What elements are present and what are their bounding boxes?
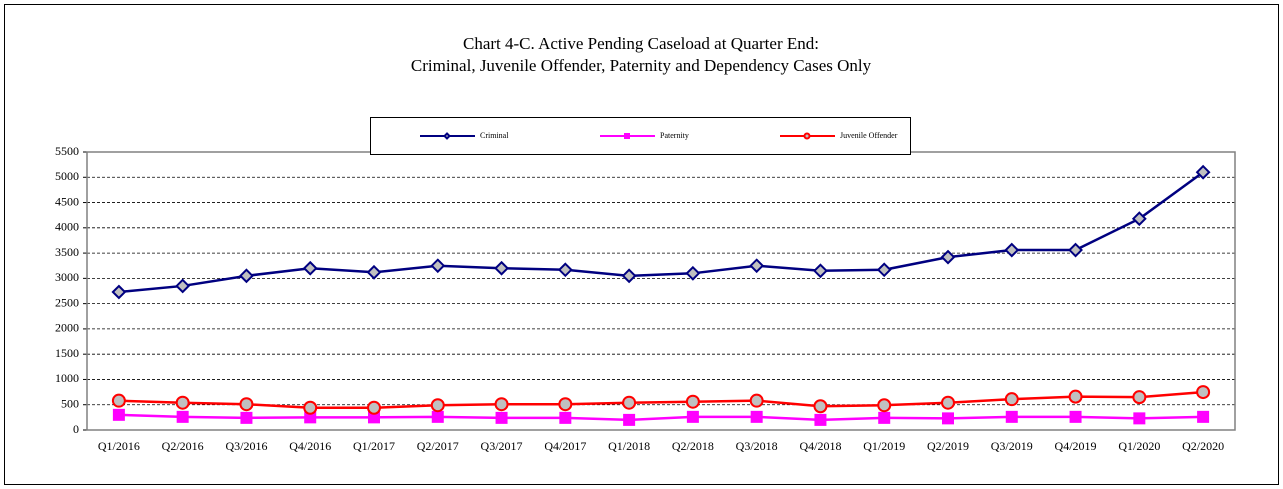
x-tick-label: Q4/2018 [799,439,841,453]
y-tick-label: 5500 [55,144,79,158]
marker [749,258,765,274]
y-tick-label: 3500 [55,245,79,259]
marker [940,249,956,265]
marker [876,262,892,278]
series-line [118,390,1204,410]
legend-marker [803,132,811,140]
marker [366,264,382,280]
y-tick-label: 500 [61,396,79,410]
y-tick-label: 4500 [55,194,79,208]
legend-label: Paternity [660,131,689,140]
marker [176,410,189,423]
marker [685,394,700,409]
marker [1133,412,1146,425]
x-tick-label: Q3/2018 [736,439,778,453]
x-tick-label: Q4/2016 [289,439,331,453]
legend-label: Criminal [480,131,509,140]
x-tick-label: Q1/2017 [353,439,395,453]
series-line [118,413,1204,422]
marker [494,260,509,276]
marker [941,395,955,410]
marker [1196,385,1211,400]
marker [175,278,191,294]
x-tick-label: Q3/2019 [991,439,1033,453]
chart-title: Chart 4-C. Active Pending Caseload at Qu… [463,34,819,53]
marker [112,408,125,421]
x-tick-label: Q1/2018 [608,439,650,453]
marker [239,397,254,412]
x-tick-label: Q1/2016 [98,439,140,453]
marker [1005,410,1018,423]
y-tick-label: 2500 [55,295,79,309]
x-tick-label: Q2/2020 [1182,439,1224,453]
marker [239,268,254,284]
x-tick-label: Q2/2018 [672,439,714,453]
y-tick-label: 3000 [55,270,79,284]
marker [1131,211,1147,227]
marker [814,413,827,426]
x-tick-label: Q2/2017 [417,439,459,453]
marker [559,411,572,424]
x-tick-label: Q3/2016 [225,439,267,453]
y-tick-label: 0 [73,422,79,436]
marker [877,398,892,413]
marker [1195,164,1211,180]
marker [878,411,891,424]
marker [813,399,828,414]
x-tick-label: Q2/2019 [927,439,969,453]
marker [494,397,509,412]
marker [813,263,828,279]
marker [1004,392,1019,407]
marker [240,411,253,424]
marker [621,268,637,284]
marker [431,410,444,423]
marker [623,413,636,426]
marker [1132,390,1147,405]
marker [557,262,573,278]
marker [622,395,637,410]
y-tick-label: 1500 [55,346,79,360]
marker [430,258,446,274]
marker [558,397,573,412]
y-tick-label: 2000 [55,321,79,335]
marker [495,411,508,424]
y-tick-label: 1000 [55,371,79,385]
x-tick-label: Q3/2017 [481,439,523,453]
marker [942,412,954,425]
y-tick-label: 4000 [55,220,79,234]
chart-subtitle: Criminal, Juvenile Offender, Paternity a… [411,56,872,75]
marker [1004,242,1020,258]
x-tick-label: Q1/2019 [863,439,905,453]
marker [685,265,701,281]
series-line [118,171,1204,294]
x-tick-label: Q1/2020 [1118,439,1160,453]
marker [111,284,127,300]
x-tick-label: Q4/2017 [544,439,586,453]
marker [750,410,763,423]
marker [367,400,381,415]
marker [175,395,190,410]
x-tick-label: Q2/2016 [162,439,204,453]
marker [1197,410,1210,423]
marker [430,398,445,413]
marker [303,400,318,415]
legend-marker [624,133,630,139]
legend-label: Juvenile Offender [840,131,898,140]
marker [1068,389,1083,404]
marker [302,260,318,276]
marker [1069,410,1082,423]
marker [111,393,126,408]
y-tick-label: 5000 [55,169,79,183]
marker [686,410,699,423]
marker [749,393,764,408]
x-tick-label: Q4/2019 [1055,439,1097,453]
legend-marker [443,132,451,140]
marker [1068,242,1083,258]
